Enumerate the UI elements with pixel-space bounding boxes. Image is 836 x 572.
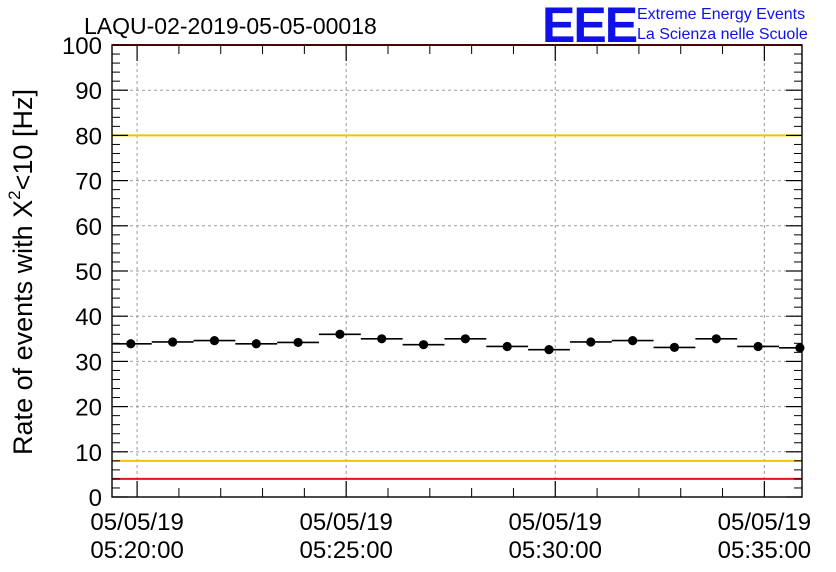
y-tick-labels: 0 10 20 30 40 50 60 70 80 90 100 [62, 33, 102, 512]
x-tick-time: 05:35:00 [718, 537, 811, 564]
data-point [293, 337, 303, 348]
y-tick-label: 50 [75, 259, 102, 286]
data-point [251, 339, 261, 349]
eee-logo: EEE Extreme Energy Events La Scienza nel… [542, 0, 808, 53]
data-point [795, 343, 805, 353]
data-point [460, 334, 470, 344]
x-tick-labels: 05/05/1905:20:0005/05/1905:25:0005/05/19… [90, 509, 811, 564]
grid-lines [112, 45, 802, 497]
data-point [628, 336, 638, 346]
y-tick-label: 60 [75, 214, 102, 241]
x-tick-date: 05/05/19 [509, 509, 602, 536]
eee-logo-line1: Extreme Energy Events [637, 6, 805, 23]
axis-ticks [112, 44, 802, 498]
y-tick-label: 40 [75, 304, 102, 331]
eee-logo-line2: La Scienza nelle Scuole [637, 26, 808, 43]
x-tick-time: 05:30:00 [509, 537, 602, 564]
data-point [168, 337, 178, 347]
data-point [209, 336, 220, 346]
x-tick-date: 05/05/19 [299, 509, 392, 536]
reference-lines [112, 44, 802, 480]
data-points [112, 329, 805, 355]
x-tick-time: 05:20:00 [90, 537, 183, 564]
y-axis-title: Rate of events with X2<10 [Hz] [5, 89, 38, 455]
data-point [753, 341, 763, 352]
y-axis-title-superscript: 2 [5, 190, 24, 199]
chart-title: LAQU-02-2019-05-05-00018 [84, 13, 377, 39]
data-point [669, 342, 680, 352]
data-point [377, 334, 387, 344]
x-tick-date: 05/05/19 [90, 509, 183, 536]
data-point [544, 345, 554, 355]
data-point [126, 339, 136, 349]
y-tick-label: 30 [75, 349, 102, 376]
y-tick-label: 100 [62, 33, 102, 60]
data-point [502, 341, 512, 352]
y-tick-label: 20 [75, 395, 102, 422]
data-point [586, 337, 596, 347]
data-point [418, 340, 429, 350]
y-tick-label: 80 [75, 123, 102, 150]
y-tick-label: 10 [75, 440, 102, 467]
data-point [335, 329, 345, 339]
y-tick-label: 0 [89, 485, 102, 512]
y-tick-label: 90 [75, 78, 102, 105]
x-tick-time: 05:25:00 [299, 537, 392, 564]
x-tick-date: 05/05/19 [718, 509, 811, 536]
y-tick-label: 70 [75, 169, 102, 196]
data-point [711, 334, 721, 344]
